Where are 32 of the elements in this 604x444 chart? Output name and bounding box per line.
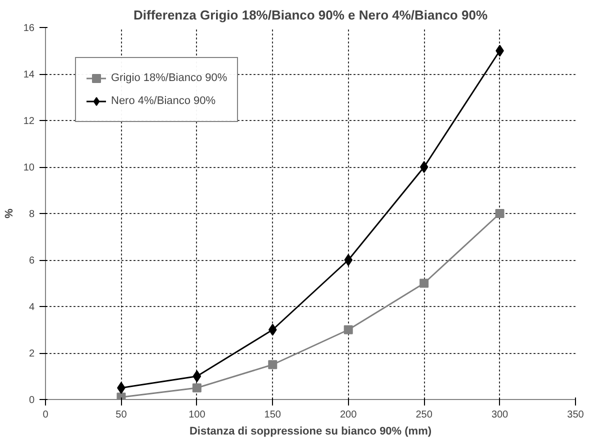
point <box>344 325 353 334</box>
x-tick-label: 350 <box>567 410 584 420</box>
point <box>268 360 278 370</box>
legend-label: Nero 4%/Bianco 90% <box>111 95 216 107</box>
y-tick-label: 8 <box>28 209 35 220</box>
point <box>268 324 277 336</box>
x-tick-label: 300 <box>491 410 509 420</box>
legend-label: Grigio 18%/Bianco 90% <box>111 72 228 84</box>
chart-title: Differenza Grigio 18%/Bianco 90% e Nero 4%/Bianco 90% <box>133 8 488 22</box>
y-tick-label: 0 <box>28 395 35 406</box>
point <box>192 383 202 392</box>
point <box>420 161 428 173</box>
x-axis-title: Distanza di soppressione su bianco 90% (mm) <box>189 426 432 438</box>
x-tick-label: 200 <box>340 410 358 420</box>
y-tick-label: 4 <box>28 302 35 313</box>
y-tick-label: 10 <box>23 162 35 174</box>
y-tick-label: 16 <box>23 23 35 34</box>
point <box>344 254 353 266</box>
point <box>192 370 202 382</box>
point <box>495 209 504 218</box>
x-tick-label: 150 <box>264 410 282 420</box>
point <box>420 278 429 288</box>
y-axis-title: % <box>3 208 16 218</box>
point <box>116 392 126 400</box>
y-tick-label: 2 <box>28 348 35 360</box>
x-tick-label: 250 <box>416 410 433 420</box>
x-tick-label: 0 <box>42 410 49 420</box>
y-tick-label: 6 <box>28 256 35 266</box>
x-tick-label: 100 <box>188 410 206 420</box>
y-tick-label: 12 <box>23 116 35 127</box>
y-tick-label: 14 <box>23 70 35 80</box>
x-tick-label: 50 <box>116 410 128 420</box>
